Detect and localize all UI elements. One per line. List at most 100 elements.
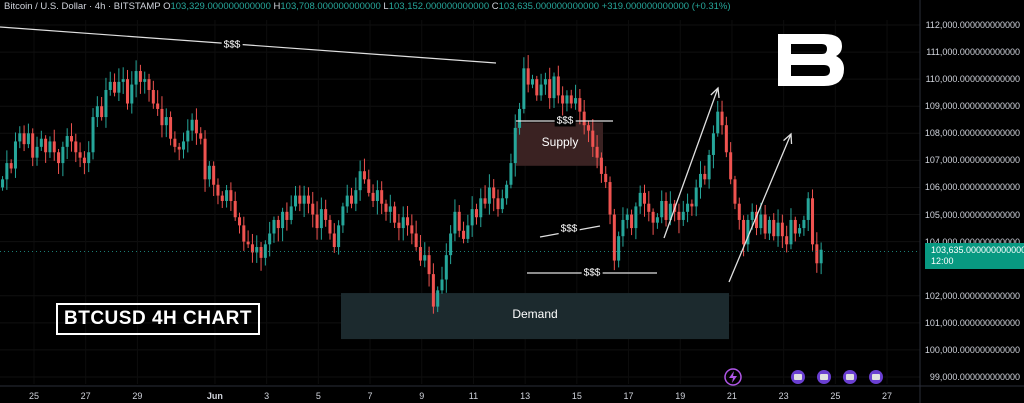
candle-body (332, 233, 336, 248)
time-tick-label: Jun (206, 391, 223, 401)
candle-body (599, 157, 603, 174)
candle-body (686, 203, 690, 212)
economic-event-icon[interactable] (724, 368, 742, 386)
candle-body (462, 230, 466, 239)
time-tick-label: 5 (315, 391, 321, 401)
candle-body (505, 184, 509, 199)
candle (242, 216, 246, 251)
candle-body (466, 225, 470, 239)
candle-body (294, 195, 298, 207)
candle (22, 125, 26, 152)
candle (341, 202, 345, 233)
candle-body (319, 209, 323, 229)
candle (263, 240, 267, 266)
candle-body (393, 206, 397, 223)
candle (337, 220, 341, 255)
candle-body (418, 247, 422, 261)
projection-arrow-1-head (710, 86, 720, 99)
candle-body (754, 211, 759, 229)
price-tick-label: 108,000.000000000000 (924, 128, 1020, 139)
candle (431, 263, 435, 314)
candle (686, 193, 690, 223)
candle (724, 116, 728, 158)
candle-body (720, 111, 724, 126)
candle-body (509, 163, 513, 185)
candle-body (453, 211, 457, 234)
time-tick-label: 17 (623, 391, 634, 401)
candle-body (440, 279, 444, 291)
candle-body (660, 201, 664, 218)
candle (69, 123, 73, 152)
candle-body (608, 182, 612, 215)
candle (289, 195, 293, 225)
time-tick-label: 3 (264, 391, 270, 401)
flag-icon[interactable] (843, 370, 857, 384)
candle-body (362, 171, 366, 180)
projection-arrow-2 (728, 132, 793, 283)
candle-body (375, 190, 379, 201)
candle (729, 142, 733, 185)
candle (811, 189, 815, 251)
candle (268, 221, 272, 257)
candle-body (48, 141, 52, 153)
price-tick-label: 110,000.000000000000 (925, 74, 1020, 85)
candle (250, 233, 254, 263)
supply-label: Supply (541, 135, 579, 149)
candle-body (100, 106, 104, 118)
price-tick-label: 99,000.000000000000 (929, 372, 1020, 382)
candle (634, 202, 638, 240)
candle (552, 72, 556, 108)
candle (104, 77, 108, 128)
candle-body (574, 98, 578, 104)
candle-body (35, 146, 39, 158)
candle (565, 90, 569, 112)
liquidity-label-supply: $$$ (554, 115, 576, 127)
candle-body (431, 274, 435, 307)
candle-body (737, 203, 741, 220)
candle (345, 184, 349, 213)
candle (513, 114, 517, 177)
flag-icon[interactable] (817, 370, 831, 384)
flag-icon[interactable] (791, 370, 805, 384)
candle (586, 120, 590, 143)
candle-body (255, 247, 259, 253)
candle (453, 199, 457, 242)
candle-body (444, 255, 448, 280)
candle (173, 131, 177, 153)
candle (388, 194, 392, 223)
candle (500, 189, 504, 214)
candle-body (772, 219, 776, 237)
candle-body (194, 119, 198, 134)
candle-body (289, 206, 293, 220)
candle (694, 179, 698, 217)
candle-body (767, 219, 771, 234)
candle (294, 186, 298, 211)
candle-body (130, 84, 134, 104)
candle-body (526, 68, 530, 85)
candle (259, 242, 263, 271)
candle-body (276, 219, 280, 229)
flag-icon[interactable] (869, 370, 883, 384)
candle-body (268, 233, 272, 245)
candle-body (470, 209, 474, 226)
candle-body (414, 233, 418, 248)
candle-body (173, 138, 177, 147)
candle (595, 135, 599, 169)
candle-body (763, 214, 767, 234)
candle (763, 205, 767, 240)
candle (655, 213, 659, 229)
time-tick-label: 11 (468, 391, 479, 401)
candle-body (371, 192, 375, 201)
candle-body (591, 130, 595, 147)
candle (350, 187, 354, 209)
candle-body (621, 219, 625, 237)
candle-body (134, 71, 138, 85)
candle-body (108, 81, 112, 90)
candle-body (156, 103, 160, 109)
last-price-tag: 103,635.000000000000 12:00 (925, 243, 1024, 269)
candle (462, 221, 466, 244)
candle (642, 184, 646, 217)
candle (362, 158, 366, 184)
candle (423, 242, 427, 268)
